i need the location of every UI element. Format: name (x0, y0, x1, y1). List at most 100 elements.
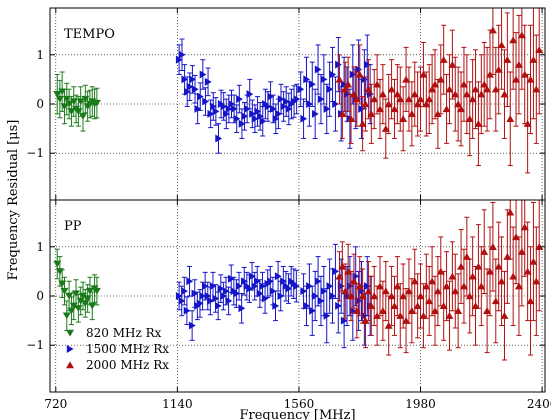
data-point (335, 251, 344, 302)
data-point (526, 246, 535, 356)
data-point-marker (267, 92, 275, 101)
data-point (272, 290, 280, 322)
y-tick-label: 0 (36, 97, 44, 111)
data-point-marker (436, 75, 445, 83)
data-point (486, 29, 494, 120)
data-point (503, 12, 512, 107)
data-point (370, 69, 379, 130)
data-point-marker (272, 114, 280, 123)
data-point-marker (66, 329, 74, 337)
data-point (376, 78, 384, 139)
data-point-marker (468, 272, 477, 280)
data-point-marker (204, 292, 212, 300)
data-point (488, 8, 497, 75)
data-point-marker (358, 104, 366, 113)
data-point (486, 226, 494, 317)
data-point (233, 104, 241, 134)
data-point-marker (220, 292, 227, 300)
data-point (293, 83, 301, 115)
data-point (220, 281, 227, 311)
data-point (335, 54, 344, 105)
data-point-marker (303, 75, 311, 84)
data-point (225, 286, 233, 316)
data-point (520, 200, 529, 277)
data-point (254, 96, 262, 127)
data-point-marker (503, 56, 512, 63)
data-point-marker (512, 233, 521, 241)
data-point-marker (264, 102, 272, 111)
data-point-marker (352, 307, 361, 314)
data-point (457, 229, 466, 304)
data-point (491, 258, 500, 344)
data-point-marker (340, 316, 348, 325)
legend-item: 2000 MHz Rx (66, 358, 169, 372)
data-point (404, 66, 413, 132)
data-point (199, 59, 207, 90)
data-point-marker (361, 317, 370, 324)
y-tick-label: 1 (36, 48, 44, 62)
data-point (529, 201, 538, 322)
data-point-marker (355, 282, 364, 290)
data-point (332, 76, 340, 132)
data-point (378, 280, 387, 341)
data-point (249, 99, 256, 129)
data-point (202, 87, 210, 116)
data-point-marker (378, 90, 387, 98)
data-point-marker (267, 277, 274, 286)
data-point-marker (497, 277, 506, 285)
data-point-marker (335, 301, 342, 310)
data-point (462, 216, 471, 297)
data-point (347, 93, 356, 144)
data-point (442, 73, 451, 144)
panel-label: TEMPO (64, 27, 115, 42)
data-series (175, 243, 374, 349)
data-point-marker (529, 56, 538, 63)
data-point (413, 273, 422, 339)
data-point-marker (320, 75, 328, 84)
data-point (442, 251, 451, 322)
data-point-marker (373, 80, 382, 88)
data-point-marker (233, 114, 241, 123)
data-point-marker (311, 292, 319, 300)
data-point-marker (428, 85, 437, 93)
data-point (215, 123, 223, 154)
legend-label: 820 MHz Rx (86, 326, 162, 340)
data-point (433, 256, 442, 327)
data-point-marker (53, 90, 62, 98)
data-point-marker (92, 287, 101, 295)
data-point (373, 285, 382, 346)
data-point-marker (300, 287, 308, 296)
data-point-marker (254, 107, 262, 116)
data-point (323, 288, 331, 344)
data-point-marker (364, 287, 373, 295)
data-point-marker (202, 97, 210, 106)
data-point (251, 271, 259, 301)
data-point-marker (491, 85, 500, 93)
data-point (422, 253, 431, 319)
data-point (364, 261, 373, 322)
data-point (361, 76, 370, 132)
data-point (445, 280, 454, 351)
data-point (186, 265, 194, 297)
data-point (246, 78, 254, 110)
data-point-marker (384, 321, 393, 329)
data-point (184, 76, 191, 107)
data-point-marker (209, 282, 217, 291)
data-point-marker (344, 267, 353, 275)
data-point-marker (254, 277, 261, 286)
data-point-marker (338, 110, 347, 118)
data-point-marker (92, 99, 101, 107)
data-point-marker (207, 296, 214, 305)
data-point-marker (355, 70, 364, 78)
data-point-marker (422, 282, 431, 290)
data-point (210, 92, 217, 121)
data-point-marker (500, 312, 509, 319)
data-point-marker (399, 115, 408, 122)
data-point (367, 83, 376, 144)
data-point (92, 276, 101, 306)
data-point (349, 253, 358, 309)
data-point (352, 71, 361, 127)
data-point (517, 200, 526, 307)
y-tick-label: −1 (26, 338, 44, 352)
data-point-marker (474, 120, 483, 127)
